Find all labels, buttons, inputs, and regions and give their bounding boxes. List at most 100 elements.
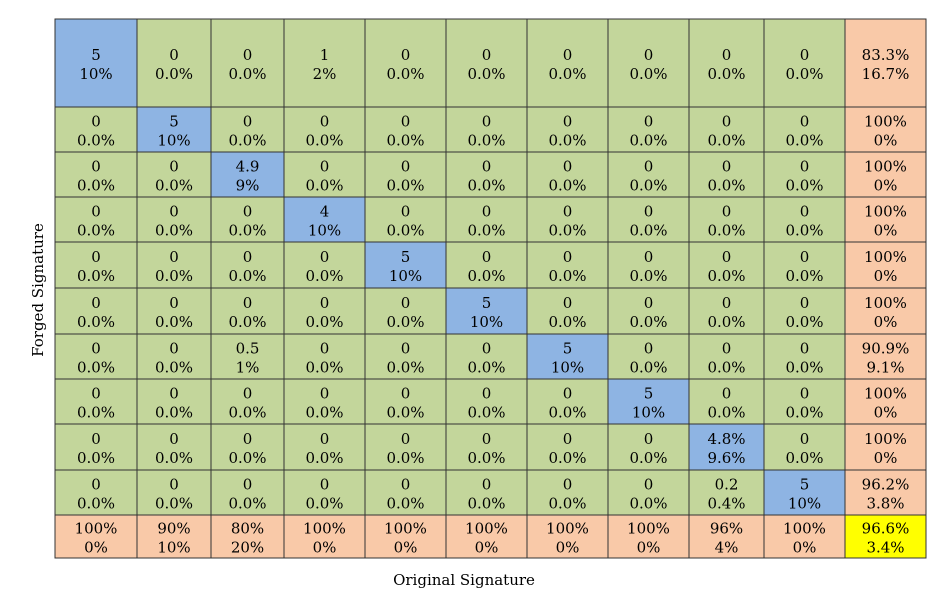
matrix-cell-r4-c9-percent: 0.0% bbox=[707, 222, 745, 240]
matrix-cell-r9-c1-percent: 0.0% bbox=[77, 449, 115, 467]
matrix-cell-r8-c1-count: 0 bbox=[91, 385, 101, 403]
column-summary-cell-c8-percent: 0% bbox=[637, 539, 661, 557]
matrix-cell-r9-c6-percent: 0.0% bbox=[467, 449, 505, 467]
matrix-cell-r6-c7-count: 0 bbox=[563, 294, 573, 312]
matrix-cell-r3-c9 bbox=[688, 151, 765, 198]
column-summary-cell-c7-percent: 0% bbox=[556, 539, 580, 557]
matrix-cell-r4-c3-count: 0 bbox=[243, 203, 253, 221]
matrix-cell-r6-c9-percent: 0.0% bbox=[707, 313, 745, 331]
matrix-cell-r9-c6 bbox=[445, 423, 528, 471]
matrix-cell-r8-c4-count: 0 bbox=[320, 385, 330, 403]
matrix-cell-r9-c4-percent: 0.0% bbox=[305, 449, 343, 467]
column-summary-cell-c4-percent: 0% bbox=[313, 539, 337, 557]
matrix-cell-r9-c2-percent: 0.0% bbox=[155, 449, 193, 467]
matrix-cell-r1-c1-percent: 10% bbox=[79, 65, 112, 83]
row-summary-cell-r6 bbox=[844, 287, 927, 335]
matrix-cell-r2-c7-count: 0 bbox=[563, 113, 573, 131]
matrix-cell-r10-c3 bbox=[210, 469, 285, 516]
column-summary-cell-c2 bbox=[136, 514, 212, 559]
matrix-cell-r10-c9-count: 0.2 bbox=[715, 476, 739, 494]
matrix-cell-r10-c5-count: 0 bbox=[401, 476, 411, 494]
matrix-cell-r6-c2-count: 0 bbox=[169, 294, 179, 312]
matrix-cell-r10-c8-percent: 0.0% bbox=[629, 495, 667, 513]
row-summary-cell-r7-percent: 9.1% bbox=[866, 359, 904, 377]
matrix-cell-r10-c6-count: 0 bbox=[482, 476, 492, 494]
matrix-cell-r4-c2-percent: 0.0% bbox=[155, 222, 193, 240]
matrix-cell-r5-c10 bbox=[763, 241, 846, 289]
row-summary-cell-r9-percent: 0% bbox=[874, 449, 898, 467]
matrix-cell-r5-c2-percent: 0.0% bbox=[155, 267, 193, 285]
matrix-cell-r3-c6-count: 0 bbox=[482, 158, 492, 176]
matrix-cell-r6-c9-count: 0 bbox=[722, 294, 732, 312]
matrix-cell-r2-c2-percent: 10% bbox=[157, 132, 190, 150]
matrix-cell-r9-c7 bbox=[526, 423, 609, 471]
row-summary-cell-r1-count: 83.3% bbox=[862, 46, 910, 64]
matrix-cell-r5-c9 bbox=[688, 241, 765, 289]
matrix-cell-r1-c6 bbox=[445, 18, 528, 108]
matrix-cell-r10-c2-count: 0 bbox=[169, 476, 179, 494]
matrix-cell-r7-c10 bbox=[763, 333, 846, 380]
column-summary-cell-c10-percent: 0% bbox=[793, 539, 817, 557]
matrix-cell-r2-c10 bbox=[763, 106, 846, 153]
matrix-cell-r6-c3-percent: 0.0% bbox=[228, 313, 266, 331]
matrix-cell-r1-c5 bbox=[364, 18, 447, 108]
y-axis-label: Forged Signature bbox=[29, 223, 47, 357]
matrix-cell-r8-c3-percent: 0.0% bbox=[228, 404, 266, 422]
matrix-cell-r4-c10 bbox=[763, 196, 846, 243]
matrix-cell-r5-c1-count: 0 bbox=[91, 248, 101, 266]
row-summary-cell-r10-percent: 3.8% bbox=[866, 495, 904, 513]
matrix-cell-r1-c9-percent: 0.0% bbox=[707, 65, 745, 83]
matrix-cell-r2-c8 bbox=[607, 106, 690, 153]
matrix-cell-r8-c1-percent: 0.0% bbox=[77, 404, 115, 422]
matrix-cell-r1-c1 bbox=[54, 18, 138, 108]
row-summary-cell-r8-percent: 0% bbox=[874, 404, 898, 422]
matrix-cell-r5-c7-percent: 0.0% bbox=[548, 267, 586, 285]
matrix-cell-r4-c7 bbox=[526, 196, 609, 243]
matrix-cell-r2-c9-count: 0 bbox=[722, 113, 732, 131]
matrix-cell-r4-c3-percent: 0.0% bbox=[228, 222, 266, 240]
matrix-cell-r7-c1 bbox=[54, 333, 138, 380]
overall-accuracy-cell-percent: 3.4% bbox=[866, 539, 904, 557]
matrix-cell-r9-c10 bbox=[763, 423, 846, 471]
column-summary-cell-c2-count: 90% bbox=[157, 520, 190, 538]
matrix-cell-r10-c5 bbox=[364, 469, 447, 516]
matrix-cell-r10-c8-count: 0 bbox=[644, 476, 654, 494]
matrix-cell-r5-c5-percent: 10% bbox=[389, 267, 422, 285]
matrix-cell-r4-c6-count: 0 bbox=[482, 203, 492, 221]
matrix-cell-r4-c10-count: 0 bbox=[800, 203, 810, 221]
row-summary-cell-r4-percent: 0% bbox=[874, 222, 898, 240]
matrix-cell-r7-c6 bbox=[445, 333, 528, 380]
matrix-cell-r1-c10-percent: 0.0% bbox=[785, 65, 823, 83]
matrix-cell-r9-c2-count: 0 bbox=[169, 430, 179, 448]
matrix-cell-r4-c4 bbox=[283, 196, 366, 243]
matrix-cell-r5-c3-count: 0 bbox=[243, 248, 253, 266]
matrix-cell-r8-c2-percent: 0.0% bbox=[155, 404, 193, 422]
x-axis-label: Original Signature bbox=[393, 571, 535, 589]
row-summary-cell-r5-count: 100% bbox=[864, 248, 907, 266]
matrix-cell-r1-c9-count: 0 bbox=[722, 46, 732, 64]
matrix-cell-r10-c1 bbox=[54, 469, 138, 516]
column-summary-cell-c1 bbox=[54, 514, 138, 559]
matrix-cell-r10-c7-count: 0 bbox=[563, 476, 573, 494]
matrix-cell-r7-c8-percent: 0.0% bbox=[629, 359, 667, 377]
matrix-cell-r1-c2-percent: 0.0% bbox=[155, 65, 193, 83]
matrix-cell-r7-c2-count: 0 bbox=[169, 340, 179, 358]
column-summary-cell-c9-count: 96% bbox=[710, 520, 743, 538]
matrix-cell-r1-c2-count: 0 bbox=[169, 46, 179, 64]
matrix-cell-r3-c3-percent: 9% bbox=[236, 177, 260, 195]
matrix-cell-r1-c7-percent: 0.0% bbox=[548, 65, 586, 83]
matrix-cell-r5-c2-count: 0 bbox=[169, 248, 179, 266]
matrix-cell-r6-c2-percent: 0.0% bbox=[155, 313, 193, 331]
matrix-cell-r7-c5-count: 0 bbox=[401, 340, 411, 358]
matrix-cell-r1-c4-count: 1 bbox=[320, 46, 330, 64]
matrix-cell-r4-c4-percent: 10% bbox=[308, 222, 341, 240]
matrix-cell-r8-c2 bbox=[136, 378, 212, 425]
matrix-cell-r9-c4-count: 0 bbox=[320, 430, 330, 448]
matrix-cell-r5-c3-percent: 0.0% bbox=[228, 267, 266, 285]
matrix-cell-r4-c9-count: 0 bbox=[722, 203, 732, 221]
matrix-cell-r7-c6-count: 0 bbox=[482, 340, 492, 358]
matrix-cell-r10-c4-count: 0 bbox=[320, 476, 330, 494]
matrix-cell-r7-c7-percent: 10% bbox=[551, 359, 584, 377]
matrix-cell-r8-c8-percent: 10% bbox=[632, 404, 665, 422]
matrix-cell-r10-c6-percent: 0.0% bbox=[467, 495, 505, 513]
